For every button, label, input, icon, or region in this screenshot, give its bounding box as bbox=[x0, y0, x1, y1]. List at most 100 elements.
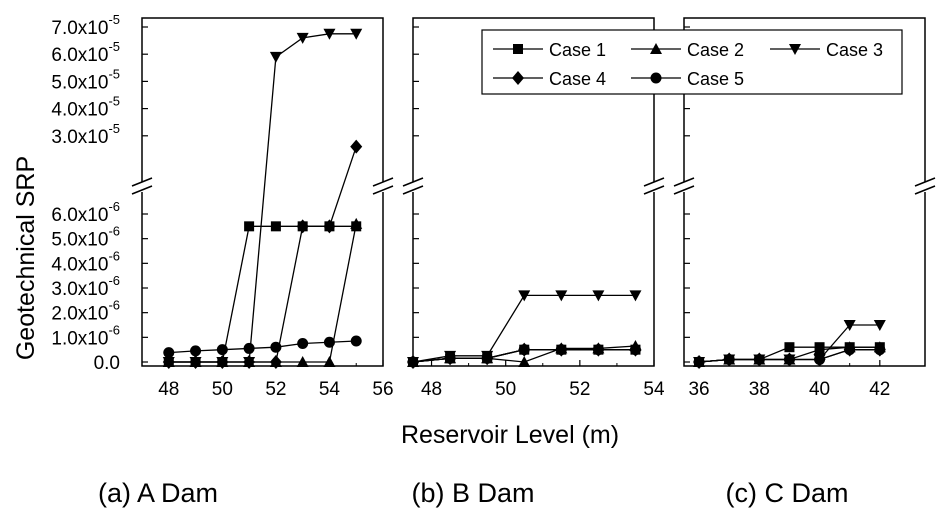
legend-marker bbox=[650, 72, 662, 84]
data-point bbox=[270, 221, 281, 232]
legend-entry: Case 1 bbox=[493, 40, 606, 60]
y-axis: 0.01.0x10-62.0x10-63.0x10-64.0x10-65.0x1… bbox=[51, 12, 120, 374]
x-tick-label: 40 bbox=[809, 379, 830, 400]
panel-0: 48 50 52 54 56 bbox=[131, 17, 394, 400]
y-tick-label: 4.0x10-6 bbox=[51, 248, 120, 275]
series-case-5 bbox=[163, 335, 362, 359]
axis-break-mark bbox=[643, 177, 665, 187]
data-point bbox=[296, 32, 309, 44]
series-case-5 bbox=[693, 344, 886, 368]
series-case-4 bbox=[162, 139, 363, 369]
legend-marker bbox=[650, 43, 662, 54]
data-point bbox=[296, 219, 309, 234]
data-point bbox=[407, 356, 419, 368]
data-point bbox=[843, 320, 856, 331]
x-tick-label: 50 bbox=[212, 379, 233, 400]
y-tick-label: 7.0x10-5 bbox=[51, 12, 120, 39]
data-point bbox=[555, 290, 568, 302]
axis-break-mark bbox=[673, 177, 695, 187]
legend-entry: Case 4 bbox=[493, 69, 606, 89]
axis-break-mark bbox=[914, 185, 936, 195]
data-point bbox=[813, 343, 826, 355]
x-tick-label: 52 bbox=[265, 379, 286, 400]
data-point bbox=[243, 355, 256, 369]
data-point bbox=[323, 336, 335, 348]
data-point bbox=[873, 320, 886, 331]
y-tick-label: 0.0 bbox=[94, 353, 120, 374]
axis-break-mark bbox=[402, 177, 424, 187]
data-point bbox=[216, 344, 228, 356]
caption-c: (c) C Dam bbox=[726, 478, 849, 508]
caption-a: (a) A Dam bbox=[98, 478, 218, 508]
axis-break-mark bbox=[402, 185, 424, 195]
data-point bbox=[592, 290, 605, 302]
panel-1: 48 50 52 54 bbox=[402, 17, 665, 400]
legend-label: Case 1 bbox=[549, 40, 606, 60]
data-point bbox=[693, 356, 705, 368]
x-axis-label: Reservoir Level (m) bbox=[401, 421, 619, 449]
plot-frame bbox=[141, 17, 384, 367]
data-point bbox=[784, 342, 795, 353]
legend-entry: Case 2 bbox=[631, 40, 744, 60]
y-tick-label: 5.0x10-5 bbox=[51, 66, 120, 93]
data-point bbox=[350, 139, 363, 154]
legend-marker bbox=[789, 44, 801, 55]
axis-break-gap bbox=[138, 182, 146, 192]
data-point bbox=[244, 221, 255, 232]
data-point bbox=[814, 354, 826, 366]
data-point bbox=[243, 342, 255, 354]
data-point bbox=[350, 335, 362, 347]
axis-break-gap bbox=[379, 182, 387, 192]
data-point bbox=[162, 355, 175, 369]
data-point bbox=[783, 354, 795, 366]
data-point bbox=[216, 355, 229, 369]
legend-label: Case 4 bbox=[549, 69, 606, 89]
y-tick-label: 6.0x10-6 bbox=[51, 199, 120, 226]
series-line bbox=[168, 33, 357, 363]
data-point bbox=[350, 28, 363, 40]
panels-layer: 48 50 52 54 56 48 50 52 54 36 38 40 42 bbox=[131, 17, 936, 400]
x-tick-label: 56 bbox=[372, 379, 393, 400]
data-point bbox=[269, 355, 282, 369]
data-point bbox=[723, 354, 735, 366]
x-tick-label: 42 bbox=[869, 379, 890, 400]
legend-marker bbox=[513, 44, 523, 54]
panel-2: 36 38 40 42 bbox=[673, 17, 936, 400]
y-tick-label: 6.0x10-5 bbox=[51, 39, 120, 66]
series-line bbox=[168, 146, 357, 363]
data-point bbox=[323, 219, 336, 234]
axis-break-gap bbox=[680, 182, 688, 192]
data-point bbox=[874, 344, 886, 356]
axis-break-mark bbox=[131, 185, 153, 195]
x-tick-label: 48 bbox=[158, 379, 179, 400]
data-point bbox=[555, 344, 567, 356]
axis-break-mark bbox=[372, 185, 394, 195]
x-tick-label: 52 bbox=[569, 379, 590, 400]
x-tick-label: 48 bbox=[421, 379, 442, 400]
y-axis-label: Geotechnical SRP bbox=[12, 156, 40, 360]
x-tick-label: 54 bbox=[319, 379, 341, 400]
data-point bbox=[753, 354, 765, 366]
legend-entry: Case 3 bbox=[770, 40, 883, 60]
legend-label: Case 5 bbox=[687, 69, 744, 89]
legend-marker bbox=[512, 71, 524, 85]
data-point bbox=[518, 356, 531, 367]
data-point bbox=[269, 51, 282, 63]
data-point bbox=[629, 290, 642, 302]
data-point bbox=[270, 341, 282, 353]
axis-break-gap bbox=[409, 182, 417, 192]
axis-break-mark bbox=[131, 177, 153, 187]
data-point bbox=[444, 352, 456, 364]
data-point bbox=[844, 344, 856, 356]
data-point bbox=[296, 356, 309, 367]
y-tick-label: 1.0x10-6 bbox=[51, 322, 120, 349]
y-tick-label: 2.0x10-6 bbox=[51, 298, 120, 325]
data-point bbox=[189, 355, 202, 369]
y-tick-label: 3.0x10-6 bbox=[51, 273, 120, 300]
data-point bbox=[629, 344, 641, 356]
y-tick-label: 5.0x10-6 bbox=[51, 224, 120, 251]
legend: Case 1 Case 2 Case 3 Case 4 Case 5 bbox=[481, 29, 903, 95]
axis-break-mark bbox=[914, 177, 936, 187]
axis-break-mark bbox=[643, 185, 665, 195]
